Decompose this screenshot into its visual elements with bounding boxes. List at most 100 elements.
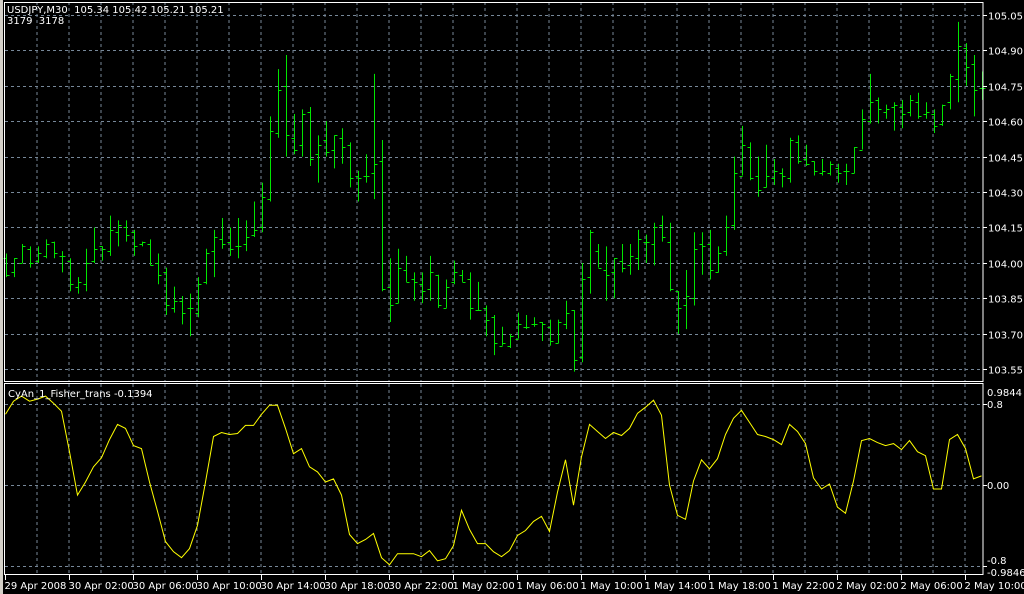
ohlc-bar	[835, 163, 842, 183]
ohlc-bar	[219, 218, 226, 249]
time-label: 1 May 18:00	[709, 581, 771, 592]
ohlc-bar	[499, 326, 506, 347]
chart-frame	[0, 0, 984, 594]
ohlc-bar	[907, 95, 914, 117]
ohlc-bar	[851, 147, 858, 174]
ohlc-bar	[747, 142, 754, 181]
ohlc-bar	[243, 220, 250, 252]
ohlc-bar	[675, 291, 682, 334]
time-label: 2 May 02:00	[837, 581, 899, 592]
ohlc-bar	[363, 154, 370, 183]
time-label: 1 May 02:00	[453, 581, 515, 592]
ohlc-bar	[283, 54, 290, 157]
time-label: 29 Apr 2008	[5, 581, 67, 592]
ohlc-bar	[443, 279, 450, 309]
time-label: 1 May 14:00	[645, 581, 707, 592]
ohlc-bar	[195, 277, 202, 318]
ohlc-bar	[99, 246, 106, 261]
ohlc-bar	[411, 272, 418, 301]
ohlc-bar	[763, 144, 770, 188]
ohlc-bar	[595, 244, 602, 269]
time-label: 1 May 10:00	[581, 581, 643, 592]
ohlc-bar	[611, 258, 618, 299]
window-left-edge	[0, 0, 3, 594]
time-label: 30 Apr 22:00	[389, 581, 454, 592]
ohlc-bar	[427, 255, 434, 301]
indicator-zero-label: 0.00	[987, 481, 1009, 492]
indicator-lower-label: -0.8	[987, 556, 1007, 567]
ohlc-bar	[643, 234, 650, 263]
ohlc-bar	[859, 109, 866, 151]
ohlc-bar	[235, 218, 242, 259]
ohlc-readout: 105.34 105.42 105.21 105.21	[74, 5, 224, 16]
ohlc-bar	[507, 333, 514, 349]
time-label: 30 Apr 14:00	[261, 581, 326, 592]
ohlc-bar	[555, 319, 562, 344]
ohlc-bar	[715, 246, 722, 273]
symbol-label: USDJPY,M30	[7, 5, 68, 16]
ohlc-bar	[515, 312, 522, 340]
ohlc-bar	[259, 182, 266, 233]
ohlc-bar	[523, 314, 530, 330]
price-label: 104.15	[988, 224, 1023, 235]
ohlc-bar	[603, 246, 610, 301]
ohlc-bar	[131, 229, 138, 256]
ohlc-bar	[803, 144, 810, 167]
ohlc-bar	[67, 258, 74, 292]
indicator-pane-border	[4, 383, 984, 575]
ohlc-bar	[651, 222, 658, 266]
ohlc-bar	[667, 222, 674, 292]
ohlc-bar	[35, 246, 42, 263]
ohlc-bar	[387, 258, 394, 323]
indicator-max-label: 0.9844	[987, 388, 1022, 399]
ohlc-bar	[83, 248, 90, 292]
price-label: 103.70	[988, 331, 1023, 342]
fisher-transform-line	[5, 395, 982, 566]
ohlc-bar	[187, 293, 194, 337]
ohlc-bar	[955, 21, 962, 103]
ohlc-bar	[59, 251, 66, 273]
ohlc-bar	[51, 241, 58, 259]
ohlc-bar	[627, 244, 634, 275]
time-label: 30 Apr 18:00	[325, 581, 390, 592]
ohlc-bar	[171, 286, 178, 313]
ohlc-bar	[739, 125, 746, 177]
ohlc-bar	[107, 215, 114, 256]
ohlc-bar	[459, 270, 466, 283]
ohlc-bar	[491, 314, 498, 356]
ohlc-bar	[795, 135, 802, 164]
ohlc-bar	[227, 227, 234, 256]
ohlc-bar	[475, 281, 482, 311]
ohlc-bar	[963, 43, 970, 86]
price-label: 105.05	[988, 12, 1023, 23]
ohlc-bar	[251, 201, 258, 237]
ohlc-bar	[307, 106, 314, 167]
ohlc-bar	[467, 272, 474, 320]
ohlc-bar	[323, 121, 330, 157]
ohlc-bar	[163, 267, 170, 315]
ohlc-bar	[155, 253, 162, 285]
bar-counts: 3179 3178	[7, 16, 65, 27]
ohlc-bar	[683, 270, 690, 330]
ohlc-bar	[923, 102, 930, 119]
time-label: 2 May 06:00	[901, 581, 963, 592]
ohlc-bar	[843, 163, 850, 185]
ohlc-bar	[27, 246, 34, 268]
ohlc-bar	[971, 54, 978, 117]
ohlc-bar	[291, 114, 298, 155]
ohlc-bar	[915, 92, 922, 119]
ohlc-bar	[891, 102, 898, 131]
price-bars	[3, 21, 986, 372]
ohlc-bar	[939, 104, 946, 126]
ohlc-bar	[339, 128, 346, 164]
ohlc-bar	[435, 274, 442, 308]
ohlc-bar	[819, 158, 826, 176]
time-label: 1 May 22:00	[773, 581, 835, 592]
indicator-min-label: -0.9846	[987, 568, 1024, 579]
indicator-title: CyAn_1_Fisher_trans -0.1394	[8, 389, 153, 400]
price-label: 103.55	[988, 366, 1023, 377]
ohlc-bar	[91, 227, 98, 263]
ohlc-bar	[483, 305, 490, 337]
